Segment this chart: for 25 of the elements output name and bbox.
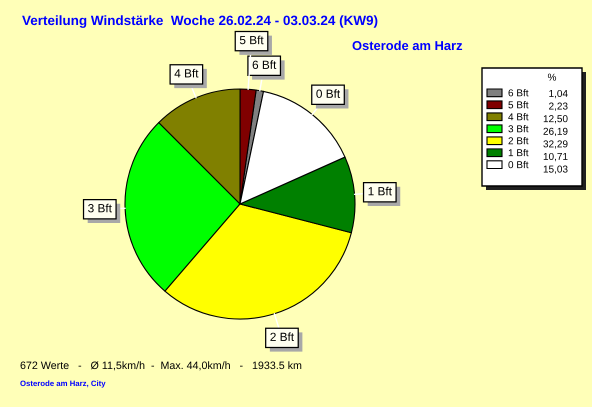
- legend-label: 5 Bft: [508, 101, 528, 108]
- data-label: 12,50: [544, 115, 568, 124]
- slice-label: 0 Bft: [316, 89, 340, 98]
- data-label: 26,19: [543, 128, 568, 136]
- legend-label: 0 Bft: [508, 160, 528, 168]
- slice-label: 2 Bft: [270, 332, 294, 342]
- data-label: 1,04: [549, 90, 568, 98]
- chart-subtitle: Osterode am Harz: [352, 40, 462, 50]
- slice-label: 1 Bft: [368, 186, 392, 196]
- data-label: 15,03: [544, 166, 568, 174]
- text: 672 Werte - Ø 11,5km/h - Max. 44,0km/h - 1933.5 km: [20, 361, 302, 370]
- data-label: 10,71: [544, 152, 568, 162]
- legend-label: 2 Bft: [508, 136, 528, 144]
- slice-label: 3 Bft: [88, 204, 112, 212]
- legend-label: 4 Bft: [508, 113, 528, 120]
- legend-title: %: [548, 74, 556, 81]
- slice-label: 6 Bft: [252, 60, 276, 69]
- legend-label: 1 Bft: [508, 148, 528, 156]
- data-label: 32,29: [543, 140, 568, 149]
- legend-label: 6 Bft: [508, 89, 528, 96]
- slice-label: 4 Bft: [174, 68, 198, 78]
- data-label: 2,23: [549, 102, 568, 111]
- legend-label: 3 Bft: [508, 124, 528, 132]
- chart-title: Verteilung Windstärke Woche 26.02.24 - 03.03.24 (KW9): [22, 15, 378, 28]
- slice-label: 5 Bft: [240, 36, 264, 44]
